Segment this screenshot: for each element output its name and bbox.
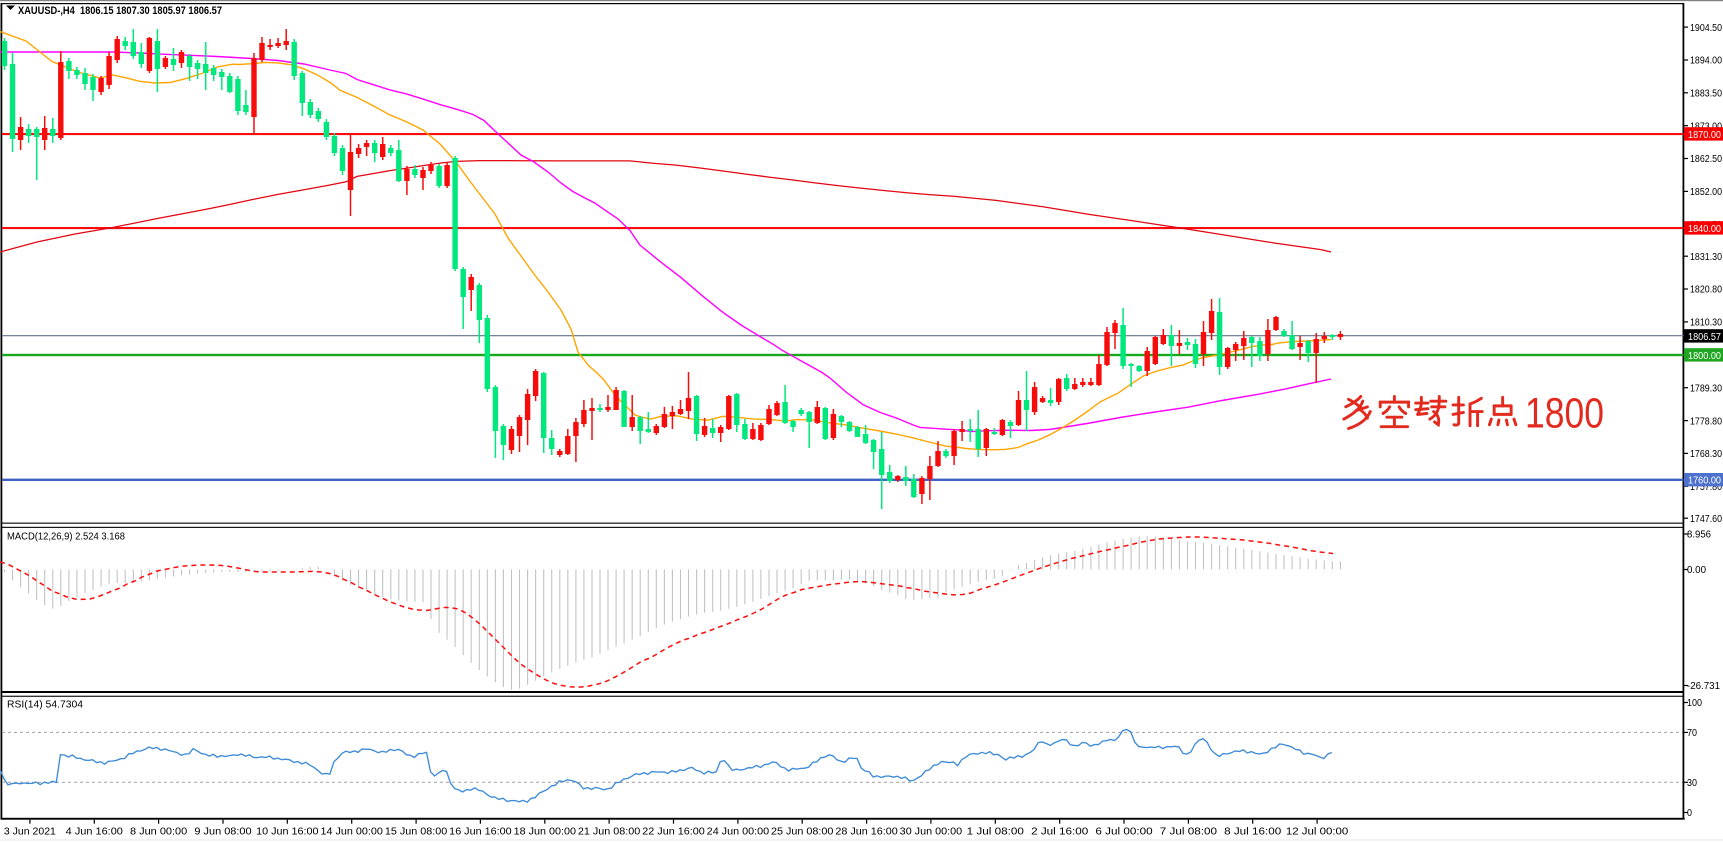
svg-text:1768.30: 1768.30 xyxy=(1690,449,1722,460)
svg-text:1800: 1800 xyxy=(1525,390,1604,438)
svg-text:70: 70 xyxy=(1687,728,1697,739)
svg-text:22 Jun 16:00: 22 Jun 16:00 xyxy=(642,827,705,838)
svg-text:1778.80: 1778.80 xyxy=(1690,416,1722,427)
svg-text:12 Jul 00:00: 12 Jul 00:00 xyxy=(1286,827,1349,838)
svg-text:1800.00: 1800.00 xyxy=(1688,351,1721,362)
svg-text:1840.00: 1840.00 xyxy=(1688,224,1721,235)
svg-text:8 Jul 16:00: 8 Jul 16:00 xyxy=(1224,827,1282,838)
svg-text:30: 30 xyxy=(1687,778,1697,789)
svg-text:2 Jul 16:00: 2 Jul 16:00 xyxy=(1031,827,1089,838)
svg-text:28 Jun 16:00: 28 Jun 16:00 xyxy=(835,827,898,838)
svg-text:25 Jun 08:00: 25 Jun 08:00 xyxy=(771,827,834,838)
svg-text:10 Jun 16:00: 10 Jun 16:00 xyxy=(256,827,319,838)
svg-text:1904.50: 1904.50 xyxy=(1690,23,1722,34)
svg-text:1760.00: 1760.00 xyxy=(1688,476,1721,487)
svg-text:24 Jun 00:00: 24 Jun 00:00 xyxy=(707,827,770,838)
svg-text:1 Jul 08:00: 1 Jul 08:00 xyxy=(967,827,1025,838)
svg-text:15 Jun 08:00: 15 Jun 08:00 xyxy=(385,827,448,838)
svg-text:1831.30: 1831.30 xyxy=(1690,252,1722,263)
svg-text:100: 100 xyxy=(1687,698,1702,709)
svg-text:0.00: 0.00 xyxy=(1687,565,1706,576)
svg-text:1852.00: 1852.00 xyxy=(1690,187,1722,198)
svg-text:1810.30: 1810.30 xyxy=(1690,318,1722,329)
svg-text:30 Jun 00:00: 30 Jun 00:00 xyxy=(900,827,963,838)
svg-text:21 Jun 08:00: 21 Jun 08:00 xyxy=(578,827,641,838)
svg-text:1747.60: 1747.60 xyxy=(1690,514,1722,525)
svg-text:1820.80: 1820.80 xyxy=(1690,285,1722,296)
svg-text:1870.00: 1870.00 xyxy=(1688,130,1721,141)
svg-text:1883.50: 1883.50 xyxy=(1690,89,1722,100)
svg-text:XAUUSD-,H4 1806.15 1807.30 18: XAUUSD-,H4 1806.15 1807.30 1805.97 1806.… xyxy=(18,5,222,17)
svg-text:1894.00: 1894.00 xyxy=(1690,56,1722,67)
svg-text:1806.57: 1806.57 xyxy=(1688,332,1721,343)
svg-text:6 Jul 00:00: 6 Jul 00:00 xyxy=(1095,827,1153,838)
svg-text:3 Jun 2021: 3 Jun 2021 xyxy=(4,827,56,838)
svg-text:8 Jun 00:00: 8 Jun 00:00 xyxy=(130,827,188,838)
svg-text:1862.50: 1862.50 xyxy=(1690,154,1722,165)
svg-text:9 Jun 08:00: 9 Jun 08:00 xyxy=(194,827,252,838)
svg-text:8.956: 8.956 xyxy=(1687,530,1711,541)
svg-text:4 Jun 16:00: 4 Jun 16:00 xyxy=(66,827,124,838)
svg-text:RSI(14) 54.7304: RSI(14) 54.7304 xyxy=(7,700,83,711)
svg-text:14 Jun 00:00: 14 Jun 00:00 xyxy=(321,827,384,838)
svg-text:MACD(12,26,9) 2.524 3.168: MACD(12,26,9) 2.524 3.168 xyxy=(7,532,125,543)
svg-text:1873.00: 1873.00 xyxy=(1690,121,1722,132)
svg-text:7 Jul 08:00: 7 Jul 08:00 xyxy=(1160,827,1218,838)
svg-text:-26.731: -26.731 xyxy=(1687,681,1720,692)
svg-text:1757.80: 1757.80 xyxy=(1690,482,1722,493)
svg-text:18 Jun 00:00: 18 Jun 00:00 xyxy=(514,827,577,838)
svg-text:1789.30: 1789.30 xyxy=(1690,383,1722,394)
svg-text:0: 0 xyxy=(1687,808,1692,819)
svg-text:16 Jun 16:00: 16 Jun 16:00 xyxy=(449,827,512,838)
